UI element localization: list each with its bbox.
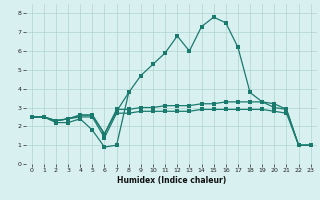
- X-axis label: Humidex (Indice chaleur): Humidex (Indice chaleur): [116, 176, 226, 185]
